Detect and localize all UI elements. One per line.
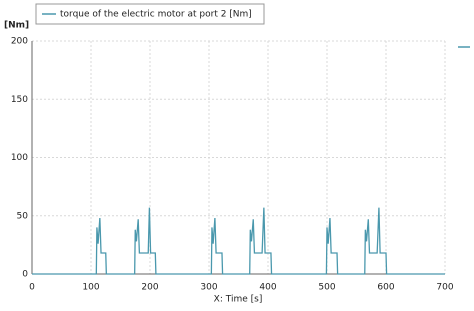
y-tick-label: 100 (11, 153, 28, 163)
y-tick-label: 0 (22, 270, 28, 280)
x-tick-label: 500 (318, 283, 335, 293)
y-tick-label: 200 (11, 37, 28, 47)
x-tick-label: 400 (259, 283, 276, 293)
legend-label: torque of the electric motor at port 2 [… (60, 10, 252, 20)
data-line (32, 207, 445, 275)
x-tick-label: 700 (436, 283, 453, 293)
y-tick-label: 150 (11, 95, 28, 105)
x-tick-label: 300 (200, 283, 217, 293)
legend-box (35, 3, 265, 25)
x-axis-label: X: Time [s] (214, 295, 263, 305)
x-tick-label: 200 (141, 283, 158, 293)
x-tick-label: 100 (82, 283, 99, 293)
y-axis-label: [Nm] (4, 21, 29, 31)
y-tick-label: 50 (17, 211, 29, 221)
x-tick-label: 600 (377, 283, 394, 293)
x-tick-label: 0 (29, 283, 35, 293)
